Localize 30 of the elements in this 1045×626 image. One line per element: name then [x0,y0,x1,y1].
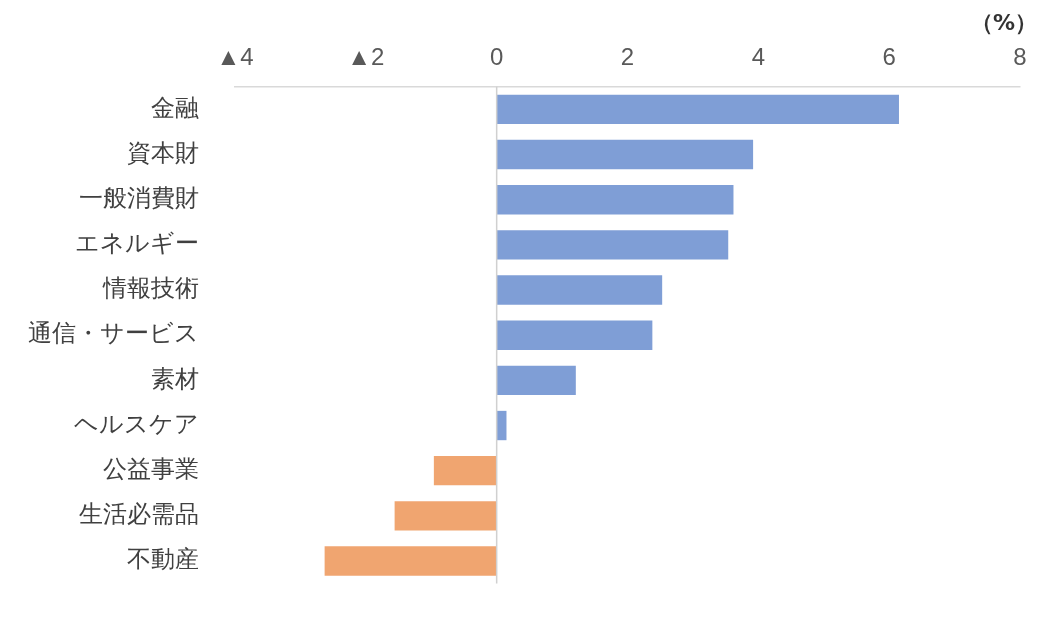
y-tick-label: 情報技術 [102,274,199,303]
x-tick-label: 0 [489,43,504,71]
y-tick-label: 生活必需品 [79,500,199,529]
bar [394,501,497,531]
y-tick-label: ヘルスケア [74,409,199,438]
x-tick-label: ▲2 [347,43,385,71]
y-tick-label: 不動産 [127,545,199,574]
bar [433,456,497,486]
bar [496,230,729,260]
bar [496,410,507,441]
bar [496,365,576,396]
y-tick-label: エネルギー [75,229,199,258]
x-tick-label: 8 [1013,43,1027,71]
y-tick-label: 公益事業 [103,454,199,483]
bar [324,546,497,576]
bar [496,139,754,170]
bar [496,94,899,125]
y-tick-label: 素材 [151,364,199,393]
bar [496,185,734,215]
bar [496,320,653,350]
x-tick-label: ▲4 [216,43,254,71]
x-tick-label: 4 [751,43,766,71]
y-tick-label: 資本財 [127,138,199,167]
y-tick-label: 一般消費財 [79,183,199,212]
y-tick-label: 通信・サービス [28,319,199,348]
y-tick-label: 金融 [151,93,199,122]
x-tick-label: 6 [882,43,896,71]
x-tick-label: 2 [620,43,635,71]
x-axis-title: （%） [970,9,1037,37]
bar [496,275,663,305]
